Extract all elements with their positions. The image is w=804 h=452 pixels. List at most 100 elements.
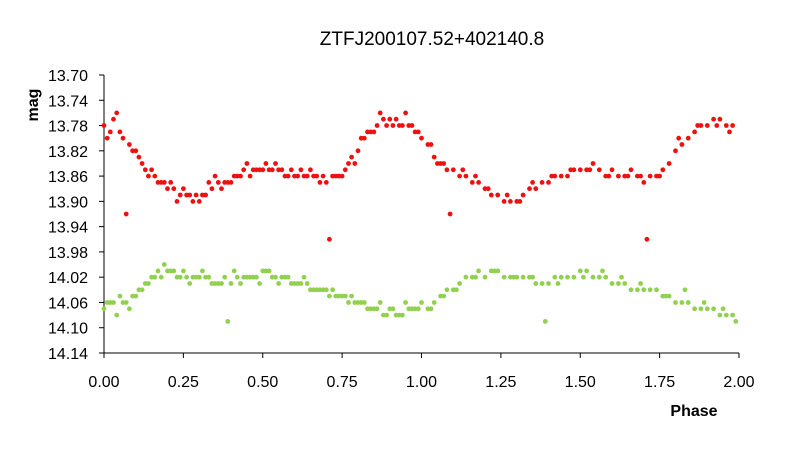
red-data-point — [460, 167, 466, 173]
red-data-point — [149, 167, 155, 173]
red-data-point — [114, 110, 120, 116]
red-data-point — [673, 148, 678, 154]
red-data-point — [590, 161, 596, 166]
green-data-point — [635, 287, 640, 293]
red-data-point — [441, 161, 447, 166]
green-data-point — [257, 281, 262, 286]
green-data-point — [581, 274, 586, 280]
green-data-point — [384, 312, 389, 318]
red-data-point — [387, 116, 393, 122]
green-data-point — [628, 287, 634, 293]
green-data-point — [577, 268, 583, 274]
red-data-point — [676, 135, 682, 141]
red-data-point — [450, 167, 456, 173]
green-data-point — [200, 268, 205, 274]
green-data-point — [149, 274, 155, 280]
green-data-point — [238, 281, 243, 286]
green-data-point — [704, 306, 710, 312]
y-axis: 13.70 13.74 13.78 13.82 13.86 13.90 13.94 13.98… — [48, 68, 104, 363]
red-data-point — [711, 116, 716, 122]
red-data-point — [139, 161, 145, 166]
green-data-point — [558, 274, 564, 280]
green-data-point — [244, 274, 250, 280]
red-data-point — [269, 167, 275, 173]
red-data-point — [384, 123, 389, 128]
red-data-point — [177, 192, 183, 198]
red-data-point — [647, 173, 653, 179]
red-data-point — [161, 180, 167, 185]
green-data-point — [228, 281, 234, 286]
red-data-point — [212, 173, 218, 179]
red-data-point — [679, 142, 685, 147]
green-data-point — [346, 300, 351, 305]
green-data-point — [352, 300, 358, 305]
green-data-point — [539, 281, 545, 286]
red-data-point — [609, 167, 615, 173]
red-data-point — [257, 167, 262, 173]
red-data-point — [152, 173, 158, 179]
green-data-point — [641, 287, 647, 293]
green-data-point — [330, 287, 335, 293]
green-data-point — [117, 293, 123, 299]
green-data-point — [463, 274, 469, 280]
red-data-point — [250, 167, 256, 173]
red-data-point — [215, 180, 221, 185]
red-data-point — [644, 236, 650, 242]
red-data-point — [187, 192, 193, 198]
red-data-point — [273, 161, 278, 166]
green-data-point — [616, 281, 621, 286]
green-data-point — [339, 293, 345, 299]
red-data-point — [206, 180, 212, 185]
red-data-point — [435, 161, 440, 166]
green-data-point — [701, 300, 707, 305]
green-data-point — [520, 274, 526, 280]
green-data-point — [720, 306, 726, 312]
green-data-point — [622, 281, 628, 286]
red-data-point — [327, 236, 332, 242]
red-data-point — [596, 167, 602, 173]
red-data-point — [365, 129, 370, 135]
green-data-point — [441, 293, 447, 299]
green-data-point — [308, 287, 313, 293]
green-data-point — [155, 268, 161, 274]
green-data-point — [114, 312, 120, 318]
red-data-point — [692, 129, 697, 135]
red-data-point — [727, 129, 732, 135]
red-data-point — [314, 173, 320, 179]
red-data-point — [419, 135, 424, 141]
green-data-point — [250, 274, 256, 280]
red-data-point — [333, 173, 339, 179]
red-data-point — [393, 116, 399, 122]
red-data-point — [508, 199, 513, 204]
x-tick-label: 0.75 — [327, 374, 358, 391]
y-tick-label: 14.14 — [48, 346, 88, 363]
y-tick-label: 13.98 — [48, 245, 88, 262]
green-data-point — [349, 293, 354, 299]
red-data-point — [616, 173, 621, 179]
red-data-point — [587, 167, 593, 173]
green-data-point — [136, 287, 142, 293]
red-data-point — [355, 148, 361, 154]
green-data-point — [365, 306, 370, 312]
red-data-point — [190, 199, 196, 204]
green-data-point — [187, 281, 193, 286]
red-data-point — [323, 180, 329, 185]
red-data-point — [288, 167, 294, 173]
green-data-point — [409, 306, 415, 312]
green-data-point — [428, 306, 434, 312]
red-data-point — [142, 167, 148, 173]
green-data-point — [482, 274, 488, 280]
green-data-point — [301, 274, 307, 280]
red-data-point — [174, 199, 180, 204]
red-data-point — [155, 180, 161, 185]
green-data-point — [492, 268, 497, 274]
x-tick-label: 1.75 — [644, 374, 675, 391]
red-data-point — [165, 186, 170, 192]
red-data-point — [549, 173, 555, 179]
green-data-point — [184, 274, 190, 280]
red-data-point — [714, 123, 720, 128]
y-tick-label: 13.94 — [48, 220, 88, 237]
green-data-point — [419, 300, 424, 305]
red-data-point — [473, 173, 478, 179]
